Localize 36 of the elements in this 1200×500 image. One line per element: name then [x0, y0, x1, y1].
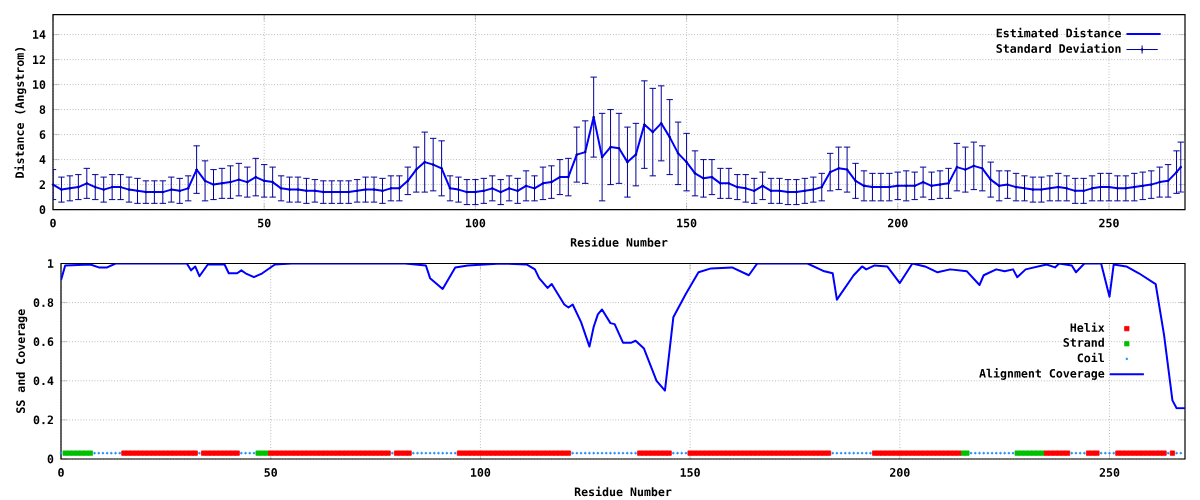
- x-tick-label: 50: [258, 218, 271, 228]
- legend-label: Coil: [1077, 352, 1104, 363]
- y-tick-label: 0: [47, 454, 54, 464]
- y-axis-title: SS and Coverage: [16, 309, 28, 413]
- y-tick-label: 6: [39, 130, 46, 139]
- y-axis-title: Distance (Angstrom): [14, 47, 27, 178]
- x-tick-label: 250: [1099, 218, 1119, 228]
- x-tick-label: 200: [890, 468, 910, 477]
- y-tick-label: 4: [39, 155, 46, 164]
- legend-label: Estimated Distance: [996, 27, 1122, 38]
- x-tick-label: 200: [887, 218, 908, 228]
- legend-label: Standard Deviation: [996, 43, 1121, 53]
- x-axis-title: Residue Number: [574, 486, 672, 497]
- x-tick-label: 150: [677, 218, 697, 228]
- y-tick-label: 2: [39, 180, 45, 189]
- x-tick-label: 0: [58, 468, 64, 477]
- y-tick-label: 1: [48, 259, 54, 268]
- x-tick-label: 250: [1099, 468, 1120, 477]
- legend-label: Strand: [1063, 337, 1104, 347]
- y-tick-label: 0.4: [33, 376, 54, 386]
- legend-label: Helix: [1070, 322, 1105, 333]
- y-tick-label: 0.6: [33, 337, 54, 347]
- x-tick-label: 50: [264, 468, 278, 477]
- x-tick-label: 100: [465, 218, 486, 228]
- y-tick-label: 0: [39, 205, 46, 214]
- legend-label: Alignment Coverage: [979, 368, 1105, 380]
- x-tick-label: 100: [471, 468, 491, 477]
- x-tick-label: 150: [680, 468, 700, 477]
- x-axis-title: Residue Number: [570, 237, 668, 247]
- y-tick-label: 8: [39, 105, 46, 114]
- line-series: [61, 263, 1185, 410]
- y-tick-label: 12: [33, 55, 45, 64]
- y-tick-label: 14: [33, 30, 46, 39]
- y-tick-label: 10: [33, 80, 46, 89]
- y-tick-label: 0.8: [33, 298, 54, 307]
- y-tick-label: 0.2: [33, 415, 53, 425]
